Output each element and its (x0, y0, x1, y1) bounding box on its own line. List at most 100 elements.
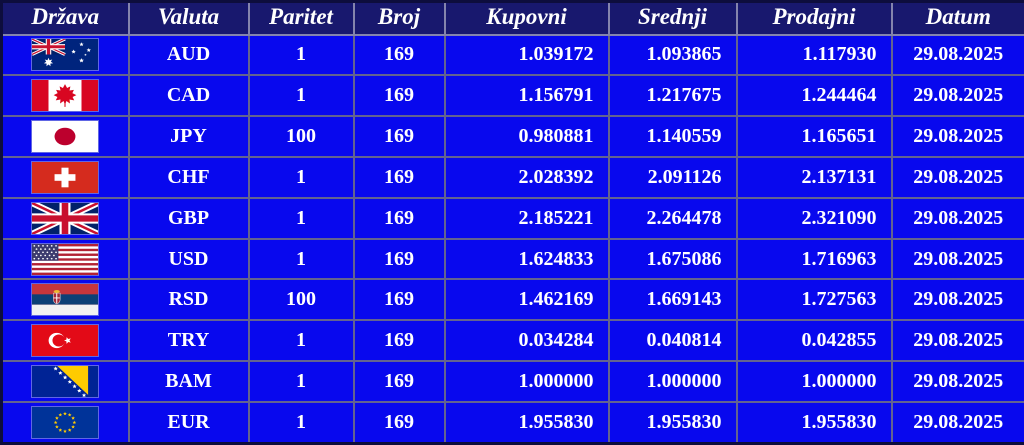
cell-kupovni: 2.028392 (443, 155, 610, 199)
table-row: BAM 1 169 1.000000 1.000000 1.000000 29.08.202… (0, 360, 1024, 403)
cell-prodajni: 1.727563 (735, 278, 893, 322)
column-header-valuta: Valuta (127, 0, 250, 36)
cell-datum: 29.08.2025 (890, 196, 1024, 240)
table-row: RSD 100 169 1.462169 1.669143 1.727563 29.08.2… (0, 278, 1024, 322)
cell-broj: 169 (352, 74, 446, 118)
flag-canada-icon (32, 80, 99, 112)
column-header-srednji: Srednji (607, 0, 738, 36)
cell-valuta: BAM (127, 360, 250, 403)
cell-valuta: RSD (127, 278, 250, 322)
cell-paritet: 100 (247, 278, 355, 322)
cell-datum: 29.08.2025 (890, 400, 1024, 445)
cell-drzava (0, 400, 130, 445)
cell-datum: 29.08.2025 (890, 237, 1024, 281)
rates-table-body: AUD 1 169 1.039172 1.093865 1.117930 29.08.202… (0, 33, 1024, 445)
cell-paritet: 1 (247, 360, 355, 403)
cell-datum: 29.08.2025 (890, 278, 1024, 322)
cell-broj: 169 (352, 33, 446, 77)
cell-valuta: GBP (127, 196, 250, 240)
cell-prodajni: 2.321090 (735, 196, 893, 240)
cell-paritet: 1 (247, 33, 355, 77)
cell-kupovni: 1.955830 (443, 400, 610, 445)
cell-kupovni: 0.980881 (443, 115, 610, 158)
cell-paritet: 1 (247, 319, 355, 363)
cell-srednji: 2.091126 (607, 155, 738, 199)
table-row: CHF 1 169 2.028392 2.091126 2.137131 29.08.202… (0, 155, 1024, 199)
flag-serbia-icon (32, 284, 99, 316)
cell-datum: 29.08.2025 (890, 360, 1024, 403)
cell-prodajni: 1.244464 (735, 74, 893, 118)
cell-paritet: 100 (247, 115, 355, 158)
cell-srednji: 1.675086 (607, 237, 738, 281)
cell-srednji: 1.140559 (607, 115, 738, 158)
cell-valuta: AUD (127, 33, 250, 77)
cell-prodajni: 1.955830 (735, 400, 893, 445)
column-header-drzava: Država (0, 0, 130, 36)
cell-valuta: USD (127, 237, 250, 281)
cell-srednji: 1.669143 (607, 278, 738, 322)
cell-datum: 29.08.2025 (890, 115, 1024, 158)
table-row: TRY 1 169 0.034284 0.040814 0.042855 29.08.202… (0, 319, 1024, 363)
cell-drzava (0, 115, 130, 158)
flag-japan-icon (32, 121, 99, 153)
cell-kupovni: 1.156791 (443, 74, 610, 118)
table-row: EUR 1 169 1.955830 1.955830 1.955830 29.08.202… (0, 400, 1024, 445)
column-header-broj: Broj (352, 0, 446, 36)
flag-eu-icon (32, 406, 99, 438)
flag-australia-icon (32, 39, 99, 71)
cell-kupovni: 1.624833 (443, 237, 610, 281)
cell-srednji: 2.264478 (607, 196, 738, 240)
cell-prodajni: 1.716963 (735, 237, 893, 281)
flag-bosnia-icon (32, 366, 99, 398)
cell-srednji: 1.093865 (607, 33, 738, 77)
cell-prodajni: 1.165651 (735, 115, 893, 158)
cell-drzava (0, 360, 130, 403)
table-row: GBP 1 169 2.185221 2.264478 2.321090 29.08.202… (0, 196, 1024, 240)
cell-prodajni: 1.117930 (735, 33, 893, 77)
cell-paritet: 1 (247, 237, 355, 281)
cell-paritet: 1 (247, 155, 355, 199)
flag-uk-icon (32, 202, 99, 234)
cell-valuta: TRY (127, 319, 250, 363)
cell-prodajni: 0.042855 (735, 319, 893, 363)
cell-srednji: 1.217675 (607, 74, 738, 118)
flag-switzerland-icon (32, 161, 99, 193)
cell-valuta: JPY (127, 115, 250, 158)
cell-paritet: 1 (247, 74, 355, 118)
cell-kupovni: 0.034284 (443, 319, 610, 363)
table-row: JPY 100 169 0.980881 1.140559 1.165651 29.08.2… (0, 115, 1024, 158)
cell-srednji: 1.955830 (607, 400, 738, 445)
cell-drzava (0, 319, 130, 363)
cell-drzava (0, 33, 130, 77)
cell-valuta: EUR (127, 400, 250, 445)
header-row: Država Valuta Paritet Broj Kupovni Srednji Pro… (0, 0, 1024, 36)
column-header-kupovni: Kupovni (443, 0, 610, 36)
cell-valuta: CHF (127, 155, 250, 199)
flag-usa-icon (32, 243, 99, 275)
cell-prodajni: 2.137131 (735, 155, 893, 199)
cell-broj: 169 (352, 360, 446, 403)
cell-broj: 169 (352, 319, 446, 363)
column-header-prodajni: Prodajni (735, 0, 893, 36)
cell-broj: 169 (352, 196, 446, 240)
column-header-paritet: Paritet (247, 0, 355, 36)
cell-paritet: 1 (247, 196, 355, 240)
table-row: USD 1 169 1.624833 1.675086 1.716963 29.08.202… (0, 237, 1024, 281)
cell-datum: 29.08.2025 (890, 74, 1024, 118)
cell-drzava (0, 74, 130, 118)
table-header: Država Valuta Paritet Broj Kupovni Srednji Pro… (0, 0, 1024, 36)
cell-broj: 169 (352, 278, 446, 322)
cell-broj: 169 (352, 155, 446, 199)
cell-datum: 29.08.2025 (890, 319, 1024, 363)
cell-datum: 29.08.2025 (890, 33, 1024, 77)
cell-srednji: 1.000000 (607, 360, 738, 403)
cell-kupovni: 1.462169 (443, 278, 610, 322)
cell-broj: 169 (352, 237, 446, 281)
column-header-datum: Datum (890, 0, 1024, 36)
cell-prodajni: 1.000000 (735, 360, 893, 403)
cell-drzava (0, 155, 130, 199)
cell-kupovni: 1.039172 (443, 33, 610, 77)
cell-srednji: 0.040814 (607, 319, 738, 363)
cell-paritet: 1 (247, 400, 355, 445)
